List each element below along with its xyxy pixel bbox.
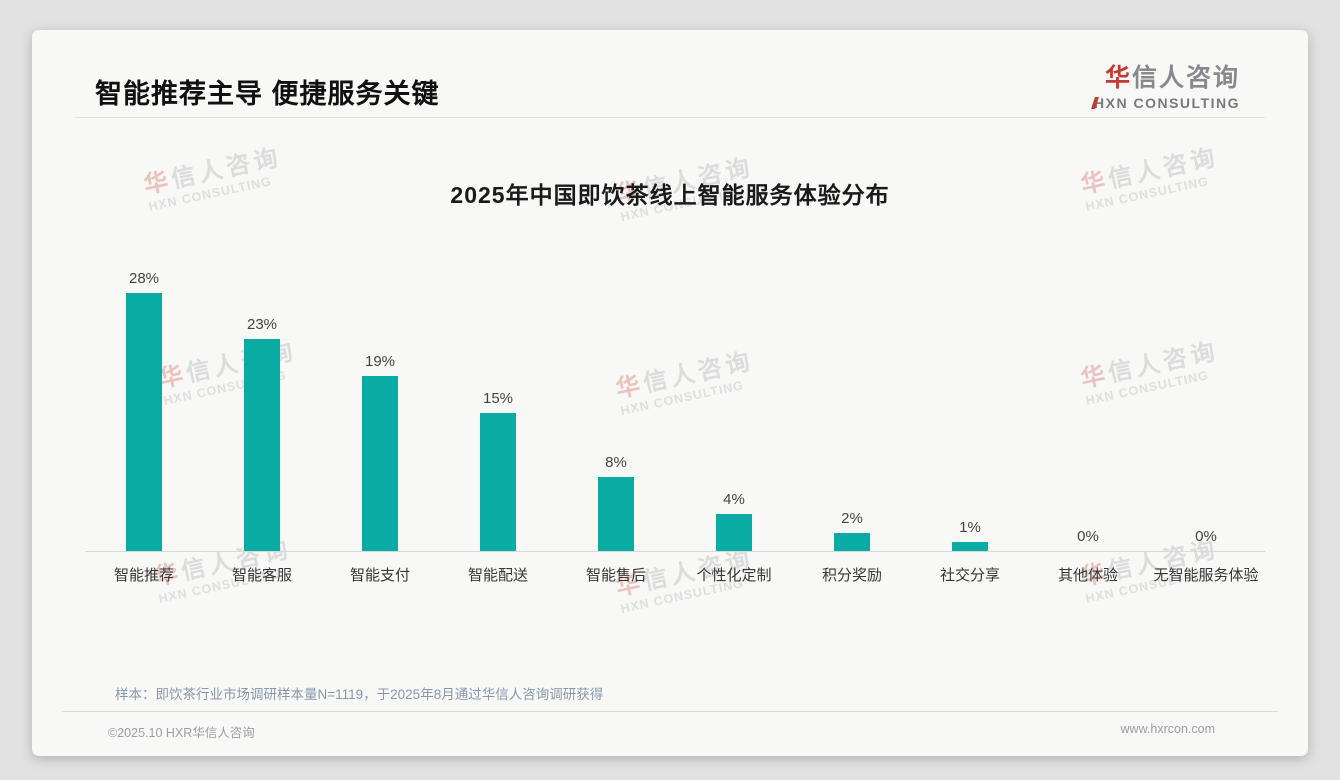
report-card: 智能推荐主导 便捷服务关键 华信人咨询 HXN CONSULTING 华信人咨询…	[32, 30, 1308, 756]
bar-column: 23%	[203, 267, 321, 551]
bar-value-label: 8%	[605, 454, 627, 471]
bar-chart: 28% 23% 19% 15% 8% 4% 2% 1% 0% 0%	[85, 267, 1265, 551]
x-axis-label: 智能支付	[349, 567, 410, 584]
bar-column: 28%	[85, 267, 203, 551]
bar-value-label: 1%	[959, 519, 981, 536]
x-axis-line	[85, 551, 1265, 552]
x-axis-labels: 智能推荐 智能客服 智能支付 智能配送 智能售后 个性化定制 积分奖励 社交分享 其他体验 无智能…	[85, 564, 1265, 585]
logo-chinese-name: 华信人咨询	[1094, 58, 1240, 94]
x-axis-label: 智能配送	[467, 567, 528, 584]
x-axis-label: 积分奖励	[821, 567, 882, 584]
chart-title: 2025年中国即饮茶线上智能服务体验分布	[450, 182, 890, 208]
bar-column: 0%	[1147, 267, 1265, 551]
header-divider	[75, 117, 1265, 118]
bar-value-label: 0%	[1195, 528, 1217, 545]
x-axis-label: 社交分享	[939, 567, 1000, 584]
bar-column: 1%	[911, 267, 1029, 551]
bar-value-label: 15%	[482, 390, 514, 407]
company-logo: 华信人咨询 HXN CONSULTING	[1091, 58, 1240, 111]
bar	[244, 339, 280, 551]
bar-value-label: 0%	[1077, 528, 1099, 545]
bar-value-label: 28%	[128, 270, 160, 287]
bar-column: 19%	[321, 267, 439, 551]
bar-column: 8%	[557, 267, 675, 551]
bar-column: 4%	[675, 267, 793, 551]
bar	[480, 413, 516, 551]
bar-column: 15%	[439, 267, 557, 551]
logo-accent-char: 华	[1104, 64, 1132, 92]
x-axis-label: 智能推荐	[113, 567, 174, 584]
footer-copyright: ©2025.10 HXR华信人咨询	[108, 726, 255, 740]
bar-value-label: 4%	[723, 491, 745, 508]
logo-rest-chars: 信人咨询	[1131, 64, 1240, 92]
bar	[126, 293, 162, 551]
x-axis-label: 无智能服务体验	[1153, 567, 1259, 584]
logo-english-name: HXN CONSULTING	[1091, 95, 1240, 111]
bar	[834, 533, 870, 551]
bar-value-label: 2%	[841, 510, 863, 527]
bar-value-label: 23%	[246, 316, 278, 333]
x-axis-label: 智能客服	[231, 567, 292, 584]
page-title: 智能推荐主导 便捷服务关键	[95, 79, 440, 109]
footer-divider	[62, 711, 1278, 712]
footer-website: www.hxrcon.com	[1120, 722, 1215, 736]
bar	[362, 376, 398, 551]
sample-footnote: 样本：即饮茶行业市场调研样本量N=1119，于2025年8月通过华信人咨询调研获…	[115, 687, 604, 702]
x-axis-label: 智能售后	[585, 567, 646, 584]
bar-value-label: 19%	[364, 353, 396, 370]
logo-english-text: HXN CONSULTING	[1094, 95, 1240, 111]
x-axis-label: 个性化定制	[696, 567, 772, 584]
bar-column: 0%	[1029, 267, 1147, 551]
footer: ©2025.10 HXR华信人咨询 www.hxrcon.com	[108, 722, 1215, 741]
bar	[598, 477, 634, 551]
bar	[952, 542, 988, 551]
x-axis-label: 其他体验	[1057, 567, 1118, 584]
bar	[716, 514, 752, 551]
bar-column: 2%	[793, 267, 911, 551]
